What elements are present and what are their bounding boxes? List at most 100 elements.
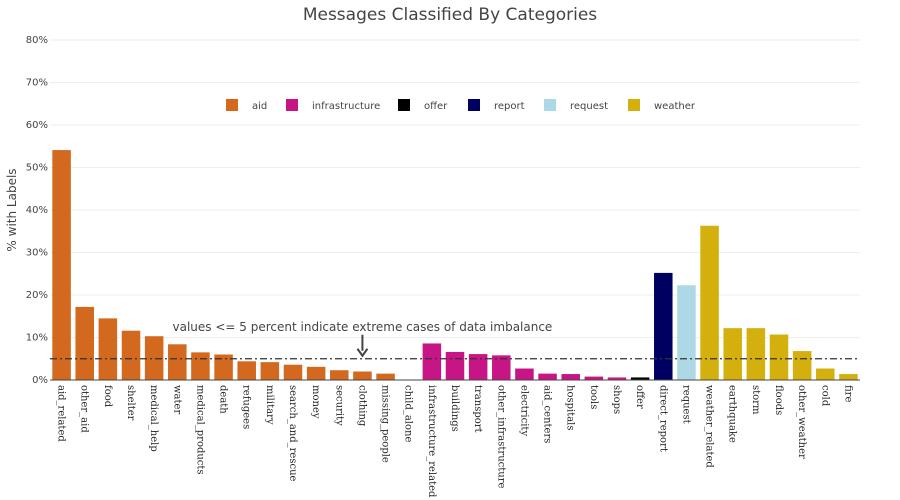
legend-label-weather: weather	[654, 101, 696, 112]
gridlines	[50, 39, 860, 338]
bar-tools	[584, 376, 604, 380]
legend-label-infrastructure: infrastructure	[312, 101, 380, 112]
x-tick-label: search_and_rescue	[287, 385, 298, 482]
legend-swatch-request	[544, 99, 556, 111]
legend-swatch-weather	[628, 99, 640, 111]
legend-swatch-offer	[398, 99, 410, 111]
x-tick-label: request	[680, 385, 691, 424]
bar-offer	[630, 377, 650, 380]
legend-swatch-report	[468, 99, 480, 111]
x-tick-label: missing_people	[380, 385, 391, 463]
bar-aid_related	[52, 150, 71, 380]
y-tick-label: 50%	[26, 163, 48, 174]
x-tick-label: storm	[750, 385, 761, 415]
x-tick-label: other_infrastructure	[495, 385, 506, 488]
x-tick-label: child_alone	[403, 385, 414, 442]
y-tick-label: 40%	[26, 205, 48, 216]
bar-death	[214, 354, 233, 380]
bar-other_weather	[792, 351, 812, 380]
x-tick-label: earthquake	[727, 385, 738, 443]
bar-shops	[607, 377, 627, 380]
x-tick-label: floods	[773, 385, 784, 415]
legend-label-report: report	[494, 101, 525, 112]
y-tick-label: 30%	[26, 248, 48, 259]
legend-swatch-infrastructure	[286, 99, 298, 111]
legend-label-offer: offer	[424, 101, 448, 112]
x-tick-label: money	[310, 385, 321, 419]
bar-security	[330, 370, 349, 380]
bar-shelter	[121, 330, 141, 380]
x-tick-label: infrastructure_related	[426, 385, 437, 498]
bar-search_and_rescue	[283, 364, 303, 380]
x-tick-label: military	[264, 385, 275, 425]
bar-storm	[746, 328, 766, 380]
bar-clothing	[353, 371, 372, 380]
bar-fire	[839, 374, 858, 380]
legend: aid infrastructure offer report request weath…	[226, 99, 696, 112]
x-tick-label: food	[102, 385, 113, 408]
bar-water	[168, 344, 187, 380]
x-tick-label: security	[333, 385, 344, 426]
x-tick-label: medical_help	[148, 385, 159, 452]
x-tick-label: refugees	[241, 385, 252, 429]
bar-transport	[468, 354, 488, 380]
x-tick-label: weather_related	[704, 385, 715, 468]
x-tick-label: death	[218, 385, 229, 414]
x-tick-label: direct_report	[657, 385, 668, 452]
y-tick-label: 70%	[26, 78, 48, 89]
bar-other_infrastructure	[492, 355, 511, 380]
x-tick-label: clothing	[356, 385, 367, 427]
x-tick-label: shelter	[125, 385, 136, 421]
bar-cold	[816, 368, 835, 380]
bar-refugees	[237, 361, 256, 380]
bar-military	[260, 362, 280, 380]
bar-earthquake	[723, 328, 742, 380]
y-tick-label: 10%	[26, 333, 48, 344]
x-tick-label: water	[171, 385, 182, 414]
y-tick-label: 80%	[26, 35, 48, 46]
bar-other_aid	[75, 306, 94, 380]
x-tick-label: other_aid	[79, 385, 90, 433]
x-tick-label: other_weather	[796, 385, 807, 459]
y-axis-label: % with Labels	[5, 168, 19, 251]
x-tick-label: buildings	[449, 385, 460, 432]
y-tick-label: 60%	[26, 120, 48, 131]
legend-label-request: request	[570, 101, 608, 112]
bar-buildings	[445, 351, 465, 380]
bar-request	[677, 285, 696, 380]
threshold-line-group: values <= 5 percent indicate extreme cas…	[50, 320, 860, 360]
x-tick-label: offer	[634, 385, 645, 409]
x-axis-ticks: aid_related other_aid food shelter medical_h…	[56, 385, 854, 498]
annotation-arrow-head	[356, 348, 369, 358]
bar-direct_report	[654, 272, 673, 380]
x-tick-label: fire	[842, 385, 853, 402]
annotation-text: values <= 5 percent indicate extreme cas…	[173, 320, 553, 334]
bar-money	[306, 366, 326, 380]
x-tick-label: tools	[588, 385, 599, 409]
x-tick-label: aid_centers	[542, 385, 553, 443]
bar-aid_centers	[538, 373, 557, 380]
bar-weather_related	[700, 225, 719, 380]
x-tick-label: hospitals	[565, 385, 576, 431]
legend-swatch-aid	[226, 99, 238, 111]
bar-medical_products	[191, 352, 210, 380]
y-tick-label: 20%	[26, 290, 48, 301]
x-tick-label: aid_related	[56, 385, 67, 442]
bars	[52, 150, 858, 380]
chart-title: Messages Classified By Categories	[303, 5, 597, 25]
bar-missing_people	[376, 373, 395, 380]
bar-medical_help	[144, 336, 164, 380]
bar-infrastructure_related	[422, 343, 442, 380]
x-tick-label: shops	[611, 385, 622, 414]
x-tick-label: medical_products	[194, 385, 205, 475]
bar-hospitals	[561, 374, 580, 380]
x-tick-label: transport	[472, 385, 483, 433]
bar-food	[98, 318, 118, 380]
x-tick-label: electricity	[518, 385, 529, 436]
x-tick-label: cold	[819, 385, 830, 407]
bar-electricity	[515, 368, 534, 380]
y-tick-label: 0%	[32, 375, 48, 386]
bar-floods	[769, 334, 789, 380]
